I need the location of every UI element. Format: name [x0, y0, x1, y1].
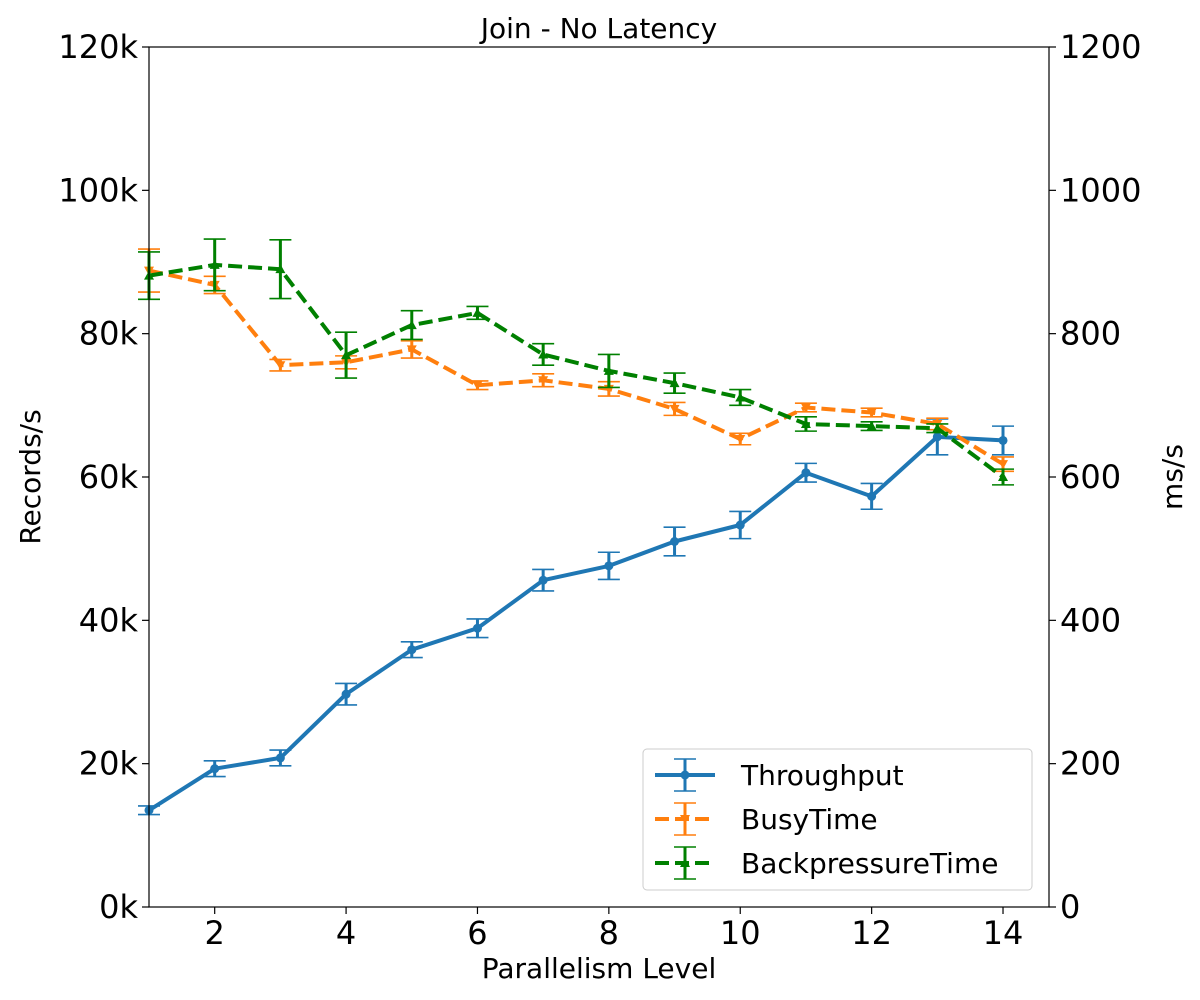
busytime-point [472, 381, 483, 391]
busytime-line [148, 268, 1005, 466]
backpressuretime-point [735, 392, 746, 402]
backpressuretime-line [148, 262, 1005, 479]
throughput-point [604, 561, 614, 571]
y-axis-right: 0 200 400 600 800 1000 1200 [1049, 28, 1141, 926]
backpressuretime-point [998, 472, 1009, 481]
throughput-point [670, 537, 680, 546]
legend-label: BackpressureTime [741, 847, 998, 880]
x-axis: 2 4 6 8 10 12 14 [205, 907, 1024, 952]
busytime-point [538, 376, 549, 386]
backpressuretime-point [209, 259, 220, 269]
backpressuretime-point [341, 350, 352, 360]
y-left-tick-label: 40k [79, 601, 139, 639]
busytime-point [406, 345, 417, 355]
y-right-tick-label: 400 [1060, 601, 1121, 639]
backpressuretime-point [866, 421, 877, 431]
y-left-tick-label: 120k [58, 28, 138, 66]
backpressuretime-point [932, 423, 943, 433]
y-axis-left-label: Records/s [14, 409, 47, 544]
legend-item-busytime: BusyTime [655, 802, 878, 836]
y-right-tick-label: 1200 [1060, 28, 1141, 66]
busytime-series [138, 248, 1015, 473]
throughput-point [932, 432, 942, 442]
throughput-point [867, 491, 877, 501]
backpressuretime-point [800, 418, 811, 428]
x-tick-label: 8 [599, 914, 619, 952]
legend: Throughput BusyTime BackpressureTime [642, 748, 1033, 891]
y-right-tick-label: 600 [1060, 458, 1121, 496]
throughput-point [801, 468, 811, 478]
x-tick-label: 12 [851, 914, 892, 952]
throughput-point [210, 764, 220, 774]
y-left-tick-label: 60k [79, 458, 139, 496]
backpressuretime-point [603, 365, 614, 375]
busytime-point [275, 361, 286, 371]
throughput-point [998, 435, 1008, 445]
y-left-tick-label: 80k [79, 315, 139, 353]
y-axis-left: 0k 20k 40k 60k 80k 100k 120k [58, 28, 149, 926]
x-tick-label: 2 [205, 914, 225, 952]
busytime-point [998, 460, 1009, 470]
busytime-point [866, 408, 877, 418]
y-left-tick-label: 0k [99, 888, 138, 926]
y-right-tick-label: 0 [1060, 888, 1080, 926]
legend-marker [680, 770, 690, 780]
throughput-point [735, 520, 745, 530]
legend-marker [680, 815, 690, 824]
y-right-tick-label: 800 [1060, 315, 1121, 353]
throughput-point [538, 575, 548, 585]
y-right-tick-label: 200 [1060, 745, 1121, 783]
backpressuretime-point [406, 320, 417, 330]
backpressuretime-point [669, 378, 680, 388]
y-left-tick-label: 100k [58, 171, 138, 209]
x-axis-label: Parallelism Level [482, 952, 716, 985]
backpressuretime-point [538, 349, 549, 359]
throughput-line [147, 434, 1004, 812]
series-layer [138, 238, 1015, 816]
throughput-point [341, 689, 351, 699]
legend-frame [642, 748, 1033, 891]
chart-title: Join - No Latency [479, 12, 717, 45]
y-left-tick-label: 20k [79, 745, 139, 783]
backpressuretime-point [275, 264, 286, 274]
y-axis-right-label: ms/s [1156, 444, 1189, 510]
legend-label: Throughput [740, 759, 904, 792]
busytime-point [800, 403, 811, 413]
legend-marker [680, 858, 690, 867]
throughput-point [472, 623, 482, 633]
x-tick-label: 14 [983, 914, 1024, 952]
x-tick-label: 6 [467, 914, 487, 952]
x-tick-label: 10 [720, 914, 761, 952]
backpressuretime-point [472, 307, 483, 317]
throughput-point [275, 753, 285, 763]
backpressuretime-series [138, 238, 1015, 486]
legend-label: BusyTime [741, 803, 878, 836]
busytime-point [669, 404, 680, 414]
x-tick-label: 4 [336, 914, 356, 952]
busytime-point [735, 435, 746, 445]
y-right-tick-label: 1000 [1060, 171, 1141, 209]
legend-item-throughput: Throughput [655, 758, 904, 792]
throughput-point [407, 645, 417, 655]
legend-item-backpressuretime: BackpressureTime [655, 846, 998, 880]
